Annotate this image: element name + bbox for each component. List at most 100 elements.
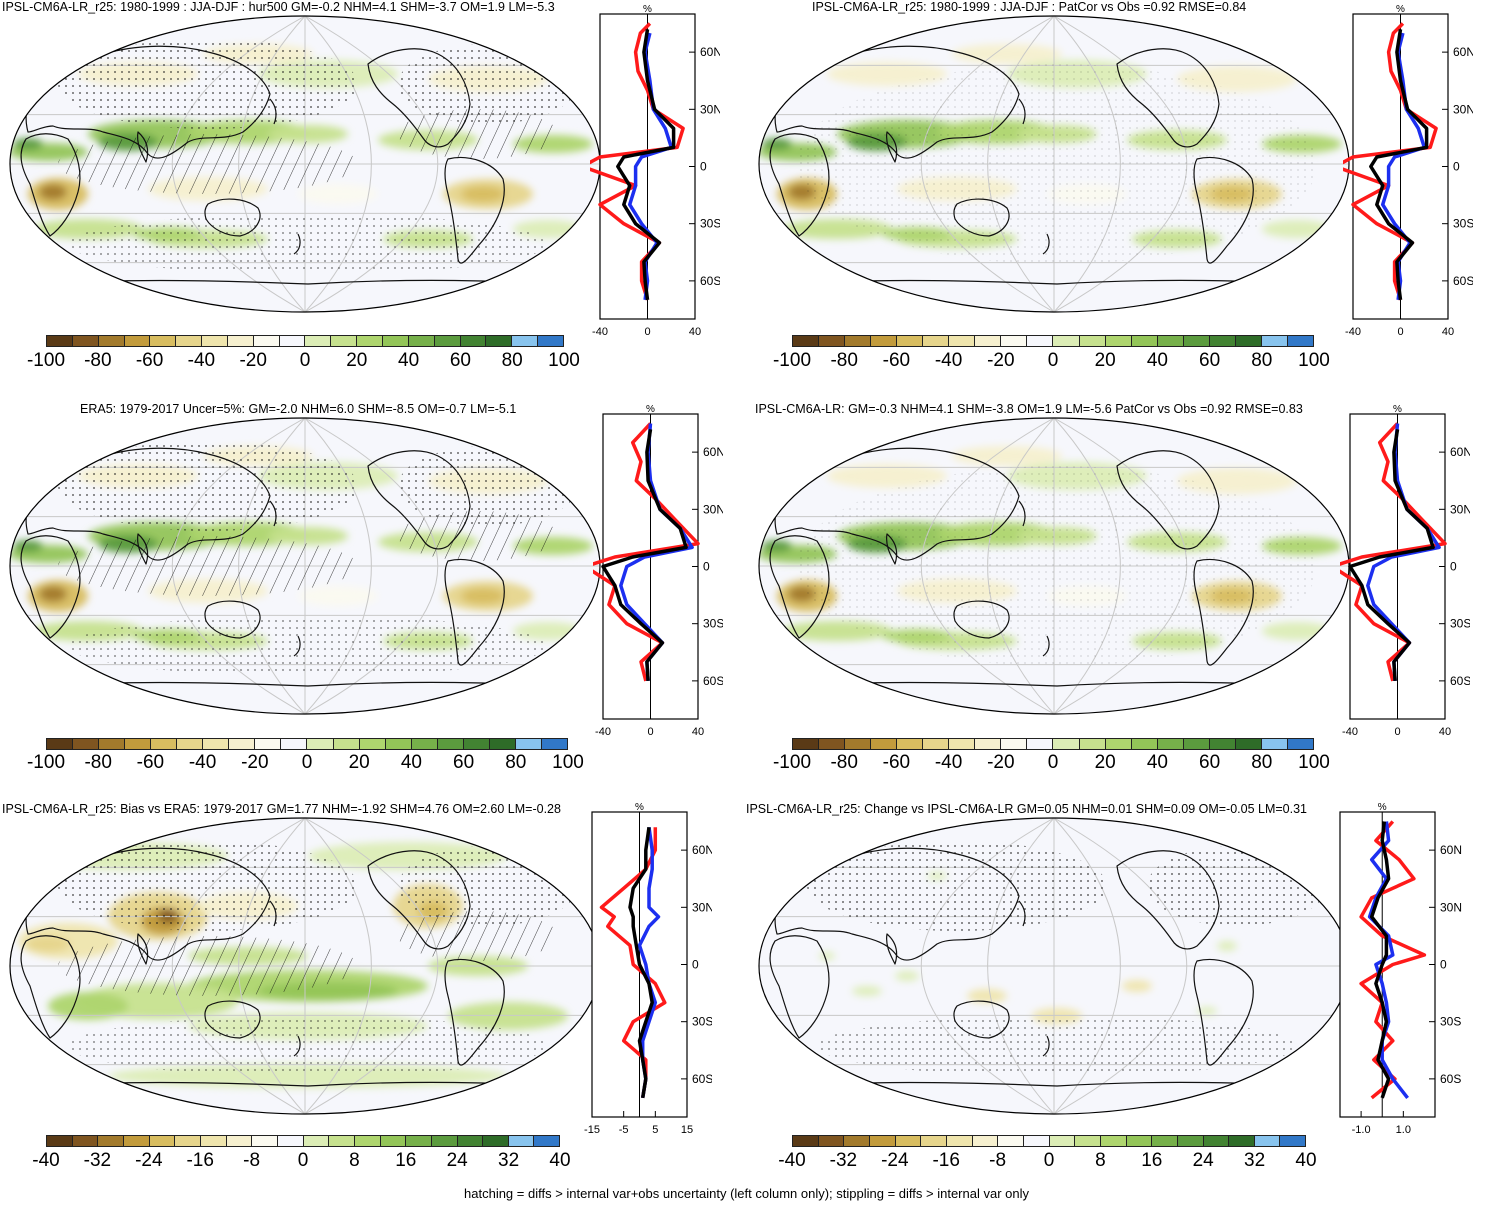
colorbar-swatch [176,335,203,347]
profile-lat-tick: 30S [1450,617,1470,631]
colorbar-swatch [871,335,898,347]
colorbar-swatch [538,335,564,347]
colorbar-swatch [1209,738,1236,750]
colorbar [46,738,568,750]
colorbar-swatch [255,738,282,750]
panel-title: ERA5: 1979-2017 Uncer=5%: GM=-2.0 NHM=6.… [80,402,517,416]
profile-lat-tick: 60N [1453,45,1473,59]
profile-lat-tick: 60N [692,843,712,857]
colorbar-swatch [1287,335,1314,347]
colorbar-swatch [1177,1135,1204,1147]
colorbar-swatch [253,335,280,347]
profile-lat-tick: 30S [1440,1015,1461,1029]
colorbar-swatch [175,1135,201,1147]
map [758,817,1350,1115]
profile-lat-tick: 30N [1450,502,1470,516]
colorbar [46,1135,561,1147]
colorbar-label: 60 [453,752,475,773]
colorbar-label: 0 [1043,1150,1055,1171]
colorbar-label: -80 [830,350,858,371]
profile-lat-tick: 60S [703,674,723,688]
colorbar-swatch [972,1135,999,1147]
profile-lat-tick: 60S [1450,674,1470,688]
colorbar-swatch [277,1135,304,1147]
colorbar-swatch [1287,738,1314,750]
profile-lat-tick: 30N [692,900,712,914]
profile-x-tick: -40 [595,726,611,738]
colorbar-swatch [871,738,898,750]
profile-lat-tick: 60S [692,1072,712,1086]
profile-lat-tick: 60N [1440,843,1462,857]
profile-line-red [1340,422,1447,682]
colorbar-swatch [1261,738,1288,750]
colorbar-label: -80 [830,752,858,773]
zonal-profile: % 60N 30N 0 30S 60S -40 0 40 [1340,404,1470,738]
profile-x-tick: 0 [1394,726,1400,738]
colorbar-label: 100 [552,752,584,773]
colorbar-swatch [1280,1135,1307,1147]
colorbar-swatch [508,1135,535,1147]
colorbar-label: 100 [1298,752,1330,773]
colorbar-label: -60 [882,350,911,371]
colorbar [792,738,1314,750]
colorbar-swatch [975,738,1002,750]
colorbar-swatch [1023,1135,1050,1147]
colorbar-label: -60 [882,752,911,773]
colorbar-swatch [512,335,539,347]
colorbar-label: 0 [297,1150,309,1171]
colorbar-swatch [357,335,383,347]
profile-unit: % [643,4,652,15]
colorbar-swatch [819,335,846,347]
colorbar-swatch [252,1135,278,1147]
colorbar-swatch [1183,335,1210,347]
colorbar-label: 0 [299,350,311,371]
colorbar-swatch [460,335,487,347]
colorbar-label: -32 [829,1150,858,1171]
colorbar-label: -40 [778,1150,806,1171]
colorbar-label: -20 [987,752,1015,773]
colorbar-swatch [1053,738,1080,750]
profile-lat-tick: 60S [1440,1072,1461,1086]
colorbar [46,335,564,347]
colorbar-swatch [1209,335,1236,347]
colorbar-swatch [354,1135,381,1147]
colorbar-swatch [845,335,872,347]
colorbar-swatch [382,335,409,347]
colorbar-label: -32 [83,1150,112,1171]
colorbar-swatch [923,738,950,750]
map [9,817,601,1115]
colorbar-swatch [923,335,950,347]
colorbar-swatch [203,738,230,750]
colorbar-swatch [46,1135,73,1147]
colorbar-swatch [792,335,820,347]
colorbar [792,335,1314,347]
colorbar-swatch [98,335,125,347]
colorbar-swatch [1203,1135,1230,1147]
colorbar-swatch [149,1135,176,1147]
colorbar-swatch [1075,1135,1101,1147]
colorbar-swatch [1157,738,1184,750]
colorbar-swatch [845,738,872,750]
colorbar-label: -100 [772,752,812,773]
profile-x-tick: 40 [692,726,704,738]
colorbar-swatch [331,335,358,347]
colorbar-swatch [541,738,568,750]
colorbar-label: -16 [186,1150,214,1171]
profile-lat-tick: 60N [1450,445,1470,459]
profile-x-tick: 40 [689,326,701,338]
colorbar-label: 32 [498,1150,520,1171]
colorbar-swatch [1235,738,1262,750]
profile-lat-tick: 30S [1453,217,1473,231]
map [758,417,1350,715]
colorbar-label: -20 [241,752,269,773]
colorbar-swatch [921,1135,947,1147]
profile-unit: % [646,404,655,415]
colorbar-label: 20 [1094,350,1116,371]
colorbar-label: -24 [881,1150,909,1171]
colorbar-swatch [946,1135,973,1147]
colorbar-swatch [534,1135,561,1147]
footer-note: hatching = diffs > internal var+obs unce… [464,1186,1029,1201]
colorbar-label: 40 [1295,1150,1317,1171]
colorbar-label: -100 [26,350,66,371]
colorbar-label: -40 [188,752,217,773]
